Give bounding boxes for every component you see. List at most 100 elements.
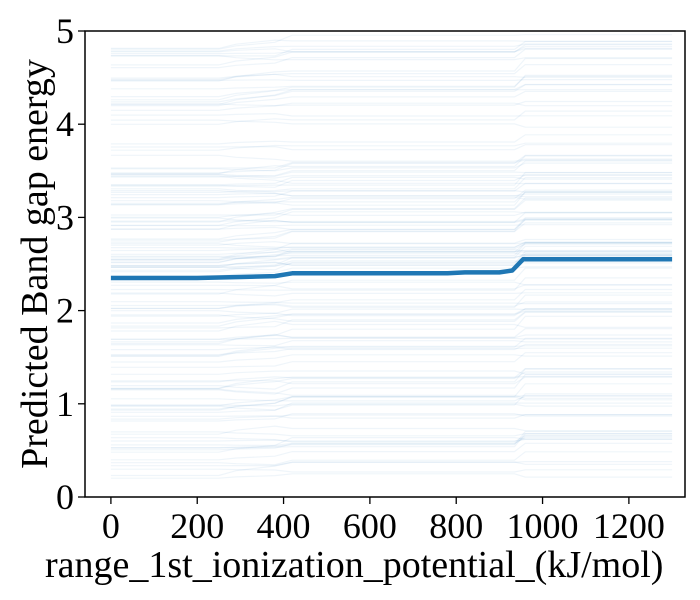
ice-line — [110, 241, 673, 248]
ice-line — [110, 89, 673, 106]
ice-line — [110, 315, 673, 343]
ice-line — [110, 345, 673, 357]
ice-line — [110, 388, 673, 399]
ice-line — [110, 249, 673, 258]
x-tick-label: 1000 — [507, 506, 579, 546]
ice-line — [110, 277, 673, 291]
ice-line — [110, 437, 673, 453]
ice-line — [110, 301, 673, 310]
ice-line — [110, 63, 673, 81]
ice-line — [110, 90, 673, 107]
ice-line — [110, 242, 673, 253]
y-tick-label: 4 — [56, 104, 74, 144]
ice-line — [110, 354, 673, 363]
ice-line — [110, 196, 673, 206]
ice-line — [110, 84, 673, 103]
ice-line — [110, 189, 673, 204]
ice-line — [110, 434, 673, 443]
x-tick-label: 200 — [170, 506, 224, 546]
ice-line — [110, 40, 673, 57]
y-tick-label: 1 — [56, 384, 74, 424]
ice-line — [110, 430, 673, 449]
ice-line — [110, 260, 673, 273]
ice-line — [110, 337, 673, 340]
ice-line — [110, 102, 673, 111]
average-line-group — [110, 257, 673, 281]
ice-line — [110, 252, 673, 264]
ice-line — [110, 253, 673, 267]
ice-line — [110, 281, 673, 286]
ice-line — [110, 238, 673, 260]
ice-line — [110, 222, 673, 241]
ice-line — [110, 370, 673, 375]
ice-line — [110, 461, 673, 467]
average-line — [110, 257, 673, 281]
ice-line — [110, 218, 673, 243]
ice-line — [110, 352, 673, 368]
ice-line — [110, 54, 673, 61]
ice-line — [110, 308, 673, 317]
ice-line — [110, 224, 673, 227]
ice-line — [110, 73, 673, 79]
ice-line — [110, 347, 673, 356]
ice-line — [110, 328, 673, 340]
ice-line — [110, 212, 673, 223]
y-axis-label: Predicted Band gap energy — [14, 59, 56, 469]
ice-line — [110, 44, 673, 66]
ice-line — [110, 144, 673, 151]
ice-line — [110, 254, 673, 267]
ice-line — [110, 217, 673, 231]
ice-line — [110, 177, 673, 193]
ice-line — [110, 159, 673, 169]
ice-line — [110, 253, 673, 268]
ice-line — [110, 310, 673, 327]
ice-line — [110, 171, 673, 177]
ice-line — [110, 43, 673, 52]
x-tick-label: 400 — [257, 506, 311, 546]
ice-line — [110, 250, 673, 268]
ice-line — [110, 288, 673, 309]
ice-line — [110, 371, 673, 390]
ice-line — [110, 308, 673, 315]
ice-line — [110, 211, 673, 218]
ice-line — [110, 433, 673, 449]
ice-line — [110, 311, 673, 322]
ice-line — [110, 245, 673, 271]
ice-line — [110, 47, 673, 53]
ice-line — [110, 134, 673, 145]
ice-line — [110, 39, 673, 50]
ice-line — [110, 393, 673, 411]
ice-line — [110, 34, 673, 50]
ice-line — [110, 468, 673, 473]
ice-line — [110, 217, 673, 223]
ice-line — [110, 438, 673, 442]
ice-line — [110, 250, 673, 255]
ice-line — [110, 249, 673, 261]
y-tick-label: 2 — [56, 291, 74, 331]
ice-line — [110, 442, 673, 461]
ice-line — [110, 340, 673, 347]
y-tick-label: 3 — [56, 197, 74, 237]
ice-line — [110, 46, 673, 55]
ice-line — [110, 294, 673, 308]
ice-line — [110, 414, 673, 420]
ice-line — [110, 242, 673, 263]
ice-line — [110, 162, 673, 172]
ice-line — [110, 308, 673, 324]
ice-line — [110, 211, 673, 226]
x-tick-label: 600 — [343, 506, 397, 546]
ice-line — [110, 368, 673, 390]
ice-line — [110, 160, 673, 178]
ice-line — [110, 333, 673, 345]
x-axis-label: range_1st_ionization_potential_(kJ/mol) — [45, 544, 663, 586]
y-tick-label: 0 — [56, 477, 74, 517]
ice-line — [110, 142, 673, 151]
ice-line — [110, 171, 673, 187]
ice-line — [110, 395, 673, 402]
ice-line — [110, 374, 673, 395]
ice-line — [110, 403, 673, 407]
ice-line — [110, 219, 673, 230]
ice-line — [110, 301, 673, 305]
ice-line — [110, 267, 673, 295]
ice-line — [110, 110, 673, 125]
